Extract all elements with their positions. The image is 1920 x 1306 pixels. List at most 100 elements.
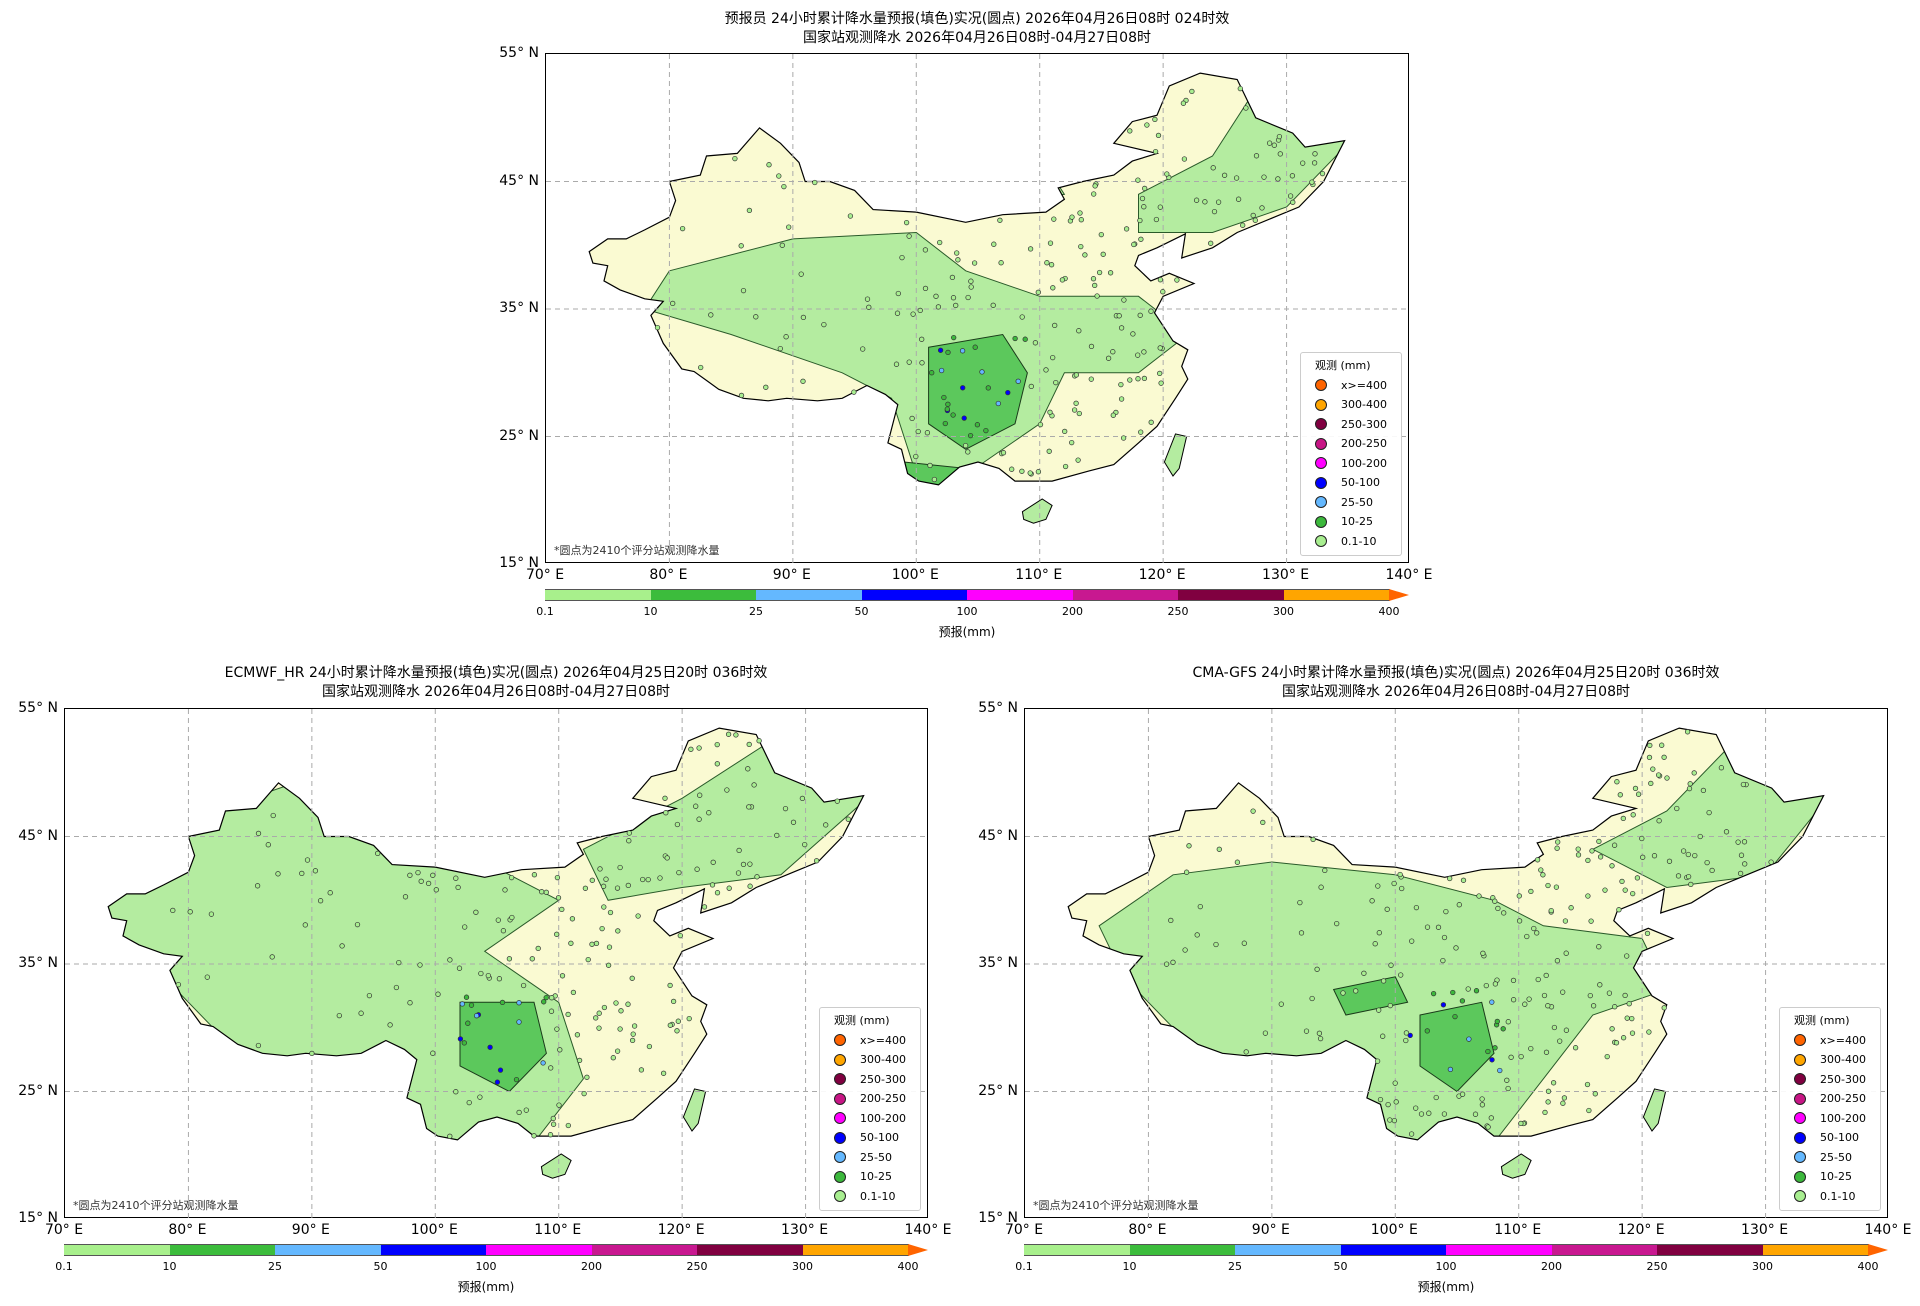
station-dot — [387, 1022, 393, 1028]
station-dot — [1424, 924, 1431, 930]
legend-item: 0.1-10 — [820, 1187, 920, 1207]
legend-label: 100-200 — [1820, 1111, 1866, 1125]
station-dot — [1275, 176, 1281, 182]
lon-tick-label: 70° E — [525, 567, 565, 583]
station-dot — [1137, 312, 1143, 318]
station-dot — [949, 274, 956, 281]
map-axes: *圆点为2410个评分站观测降水量 观测 (mm) x>=400 300-400 250… — [545, 53, 1410, 564]
station-dot — [497, 1067, 504, 1073]
station-dot — [1105, 355, 1112, 361]
station-dot — [725, 731, 732, 737]
station-dot — [554, 931, 560, 937]
station-dot — [1118, 325, 1125, 331]
station-dot — [979, 369, 985, 375]
station-dot — [1492, 981, 1499, 987]
legend-label: 0.1-10 — [1820, 1189, 1856, 1203]
station-dot — [955, 257, 961, 263]
station-dot — [1568, 905, 1574, 911]
station-dot — [1666, 858, 1673, 864]
station-dot — [851, 389, 857, 395]
legend-item: 100-200 — [820, 1109, 920, 1129]
station-dot — [1215, 199, 1222, 205]
rain-forecast-fill — [1098, 733, 1824, 1140]
station-dot — [1441, 934, 1448, 941]
legend-marker-icon — [1315, 496, 1327, 509]
station-dot — [1216, 846, 1222, 852]
station-dot — [1312, 151, 1318, 157]
china-map — [546, 54, 1410, 564]
colorbar-tick-label: 400 — [1378, 605, 1400, 618]
station-dot — [1497, 1067, 1503, 1074]
station-dot — [339, 943, 345, 949]
lat-tick-label: 45° N — [978, 827, 1018, 844]
station-dot — [1311, 160, 1318, 166]
station-dot — [953, 302, 959, 309]
station-dot — [496, 976, 503, 982]
station-dot — [629, 1037, 636, 1044]
station-dot — [1611, 842, 1618, 848]
observation-legend: 观测 (mm) x>=400 300-400 250-300 200-250 100-20… — [1779, 1006, 1881, 1211]
station-dot — [535, 945, 541, 952]
station-dot — [478, 970, 484, 977]
panel-title: CMA-GFS 24小时累计降水量预报(填色)实况(圆点) 2026年04月25… — [1192, 664, 1719, 702]
station-dot — [1687, 781, 1693, 787]
station-dot — [1407, 1032, 1413, 1039]
station-dot — [1361, 970, 1367, 976]
colorbar-segment — [967, 589, 1073, 601]
station-dot — [613, 1000, 619, 1006]
station-dot — [998, 260, 1004, 266]
legend-marker-icon — [1315, 398, 1327, 411]
station-dot — [959, 348, 966, 354]
station-dot — [1053, 379, 1059, 386]
station-dot — [1168, 917, 1174, 924]
station-dot — [1459, 998, 1466, 1004]
station-dot — [1298, 930, 1305, 936]
station-dot — [1413, 904, 1420, 911]
station-dot — [740, 861, 747, 868]
station-dot — [974, 422, 981, 428]
station-dot — [1278, 1001, 1284, 1007]
station-dot — [1059, 277, 1066, 283]
station-dot — [1518, 1120, 1524, 1127]
station-dot — [1540, 872, 1546, 878]
station-dot — [453, 875, 459, 881]
station-dot — [1387, 1117, 1393, 1123]
station-dot — [985, 385, 991, 391]
station-dot — [746, 207, 753, 214]
station-dot — [1433, 1094, 1439, 1101]
legend-marker-icon — [1794, 1131, 1806, 1144]
station-dot — [1027, 470, 1033, 476]
legend-title: 观测 (mm) — [1794, 1013, 1850, 1027]
station-dot — [1019, 314, 1025, 320]
lon-tick-label: 120° E — [657, 1222, 705, 1238]
colorbar-segment — [1657, 1244, 1763, 1256]
station-dot — [1391, 880, 1397, 887]
station-dot — [265, 842, 271, 848]
station-dot — [945, 349, 951, 356]
station-dot — [1388, 962, 1394, 968]
station-dot — [600, 883, 607, 889]
station-dot — [1619, 878, 1625, 885]
station-dot — [1309, 179, 1315, 185]
station-dot — [1639, 835, 1645, 842]
legend-marker-icon — [1315, 457, 1327, 470]
colorbar-segment — [275, 1244, 381, 1256]
china-map — [65, 709, 929, 1219]
station-dot — [1096, 269, 1103, 276]
station-dot — [1542, 1109, 1548, 1116]
station-dot — [1051, 216, 1057, 222]
lat-tick-label: 15° N — [978, 1210, 1018, 1226]
colorbar-segment — [1283, 589, 1390, 601]
station-dot — [1465, 986, 1471, 992]
colorbar-tick-label: 100 — [475, 1260, 497, 1273]
forecast-colorbar: 0.1 10 25 50 100 200 250 300 400 预报(mm) — [55, 1244, 928, 1294]
station-dot — [487, 1044, 493, 1050]
station-dot — [1543, 972, 1549, 979]
colorbar-segment — [1340, 1244, 1447, 1256]
station-dot — [1424, 1028, 1430, 1034]
colorbar-segment — [1024, 1244, 1130, 1256]
station-dot — [1661, 754, 1667, 760]
station-dot — [1508, 1054, 1514, 1060]
station-dot — [1235, 196, 1242, 202]
station-dot — [520, 982, 527, 989]
